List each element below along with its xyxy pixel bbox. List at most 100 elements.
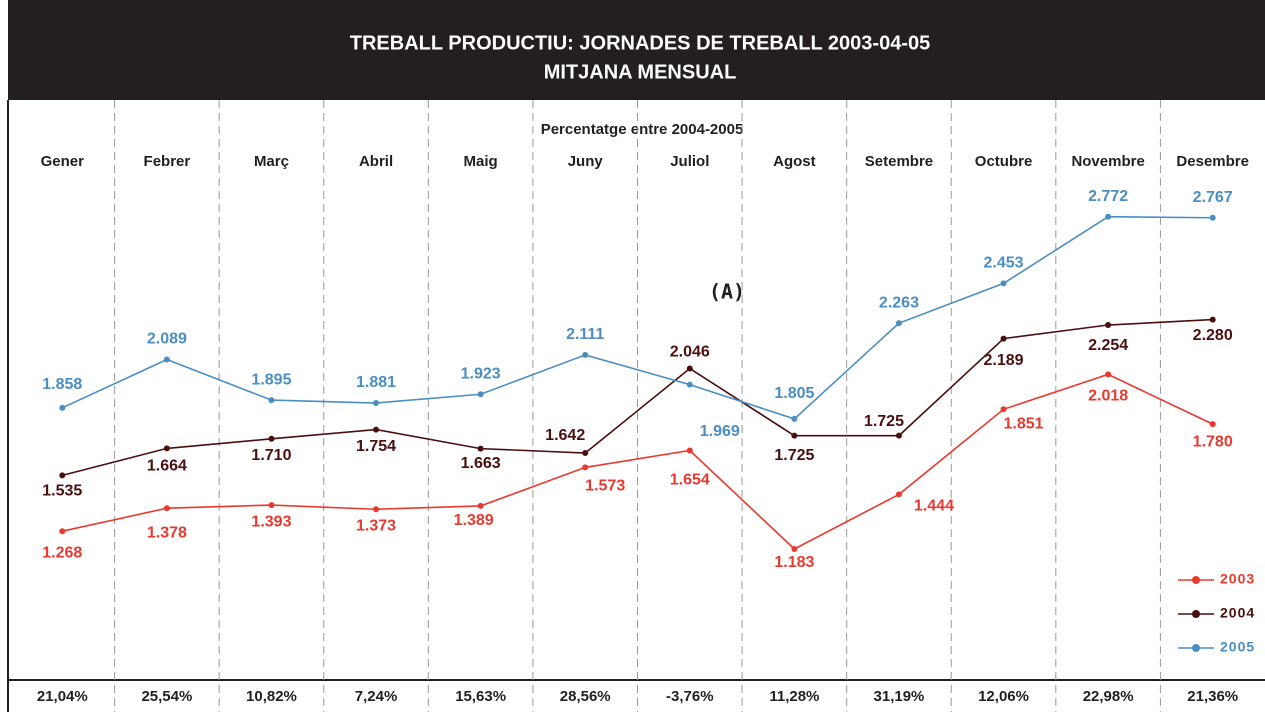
data-point (163, 505, 170, 512)
data-label: 2.189 (984, 352, 1024, 369)
percentage-label: 11,28% (769, 688, 819, 705)
series-line (62, 373, 1214, 550)
x-tick-label: Setembre (865, 153, 933, 170)
percentage-label: 10,82% (246, 688, 297, 705)
data-label: 2.772 (1088, 188, 1128, 205)
data-label: 1.780 (1193, 433, 1233, 450)
percentage-label: 21,04% (37, 688, 88, 705)
x-tick-label: Febrer (144, 153, 191, 170)
data-label: 1.268 (42, 544, 82, 561)
percentage-label: 12,06% (978, 688, 1029, 705)
legend-label: 2005 (1220, 639, 1255, 655)
data-label: 2.254 (1088, 337, 1128, 354)
percentages-title: Percentatge entre 2004-2005 (541, 121, 744, 138)
data-point (59, 528, 66, 535)
percentage-label: 31,19% (874, 688, 925, 705)
data-point (791, 432, 798, 439)
data-point (1000, 280, 1007, 287)
data-point (1105, 371, 1112, 378)
data-label: 1.858 (42, 376, 82, 393)
data-point (477, 445, 484, 452)
x-tick-label: Juny (568, 153, 604, 170)
data-label: 1.535 (42, 483, 82, 500)
legend-dot (1192, 576, 1200, 584)
x-tick-label: Agost (773, 153, 816, 170)
data-label: 1.754 (356, 438, 396, 455)
data-label: 1.881 (356, 374, 396, 391)
data-label: 1.923 (461, 365, 501, 382)
data-point (1209, 421, 1216, 428)
data-point (268, 435, 275, 442)
data-point (791, 415, 798, 422)
percentage-label: 15,63% (455, 688, 506, 705)
data-point (582, 464, 589, 471)
data-label: 2.767 (1193, 189, 1233, 206)
data-label: 1.183 (774, 554, 814, 571)
data-label: 2.046 (670, 344, 710, 361)
data-point (163, 356, 170, 363)
data-label: 1.663 (461, 455, 501, 472)
data-point (582, 450, 589, 457)
data-label: 1.393 (251, 513, 291, 530)
chart-title: TREBALL PRODUCTIU: JORNADES DE TREBALL 2… (350, 32, 930, 54)
legend-dot (1192, 644, 1200, 652)
data-label: 2.111 (566, 326, 604, 343)
data-point (686, 381, 693, 388)
x-tick-label: Abril (359, 153, 393, 170)
data-point (373, 426, 380, 433)
data-label: 1.895 (251, 371, 291, 388)
data-point (373, 400, 380, 407)
data-label: 2.089 (147, 331, 187, 348)
data-label: 2.453 (984, 255, 1024, 272)
legend-label: 2004 (1220, 605, 1255, 621)
percentage-label: 7,24% (355, 688, 398, 705)
data-point (1209, 316, 1216, 323)
data-label: 1.725 (774, 447, 814, 464)
data-point (477, 391, 484, 398)
data-point (163, 445, 170, 452)
data-point (1105, 322, 1112, 329)
annotation: (A) (709, 280, 745, 304)
legend-dot (1192, 610, 1200, 618)
data-point (268, 502, 275, 509)
data-point (791, 545, 798, 552)
data-label: 1.805 (774, 385, 814, 402)
data-point (1209, 214, 1216, 221)
data-label: 1.573 (585, 478, 625, 495)
data-point (686, 365, 693, 372)
chart-subtitle: MITJANA MENSUAL (544, 61, 737, 83)
data-point (895, 491, 902, 498)
percentage-label: 22,98% (1083, 688, 1134, 705)
x-tick-label: Juliol (670, 153, 709, 170)
data-point (1105, 213, 1112, 220)
percentage-label: 28,56% (560, 688, 611, 705)
data-label: 1.969 (700, 423, 740, 440)
data-label: 2.263 (879, 294, 919, 311)
series-line (62, 318, 1213, 477)
data-label: 1.444 (914, 498, 954, 515)
percentage-label: 21,36% (1187, 688, 1238, 705)
data-label: 1.642 (545, 427, 585, 444)
data-label: 1.378 (147, 524, 187, 541)
data-label: 1.389 (454, 512, 494, 529)
x-tick-label: Març (254, 153, 289, 170)
x-tick-label: Novembre (1071, 153, 1144, 170)
data-point (59, 472, 66, 479)
header-band (8, 0, 1265, 100)
x-tick-label: Desembre (1176, 153, 1249, 170)
data-point (686, 447, 693, 454)
x-tick-label: Gener (41, 153, 85, 170)
data-point (1000, 406, 1007, 413)
legend-label: 2003 (1220, 571, 1255, 587)
data-point (1000, 335, 1007, 342)
data-label: 1.664 (147, 458, 187, 475)
x-tick-label: Octubre (975, 153, 1033, 170)
data-label: 2.280 (1193, 327, 1233, 344)
percentage-label: 25,54% (141, 688, 192, 705)
data-label: 2.018 (1088, 388, 1128, 405)
data-point (895, 320, 902, 327)
data-point (477, 502, 484, 509)
series-line (61, 215, 1213, 420)
